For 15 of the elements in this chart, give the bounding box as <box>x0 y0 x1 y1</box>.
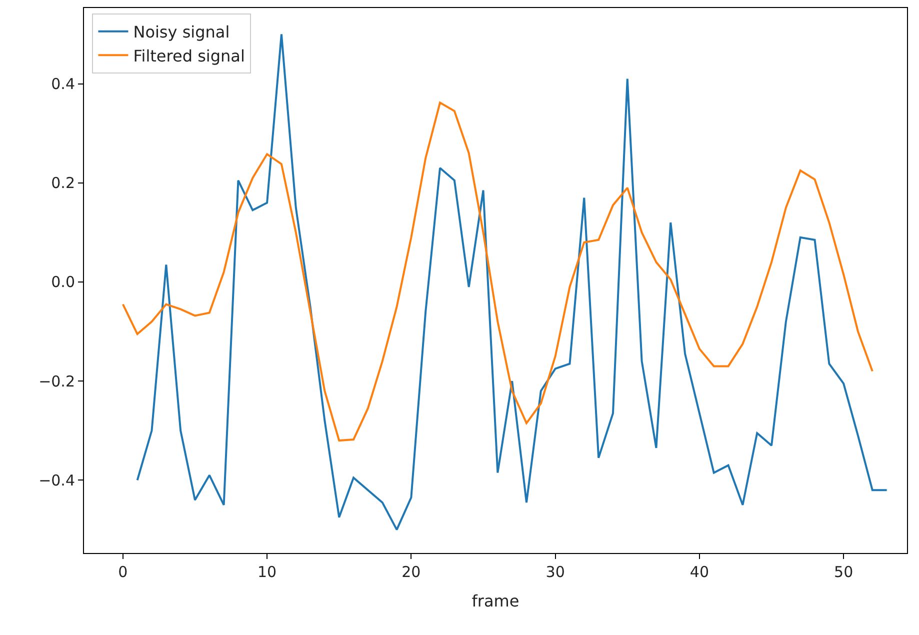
y-tick-label: 0.4 <box>51 75 75 94</box>
x-tick-label: 20 <box>402 563 421 581</box>
x-tick-label: 10 <box>258 563 277 581</box>
x-axis-title: frame <box>472 592 520 611</box>
y-tick-label: −0.2 <box>38 372 75 390</box>
x-tick-label: 40 <box>690 563 709 581</box>
legend-label: Filtered signal <box>133 46 245 66</box>
y-tick-label: −0.4 <box>38 471 75 490</box>
y-tick-label: 0.2 <box>51 174 75 192</box>
x-tick-label: 0 <box>118 563 128 581</box>
y-tick-label: 0.0 <box>51 273 75 292</box>
x-tick-label: 50 <box>834 563 854 581</box>
legend-label: Noisy signal <box>133 22 230 42</box>
line-series <box>122 102 874 442</box>
x-tick-label: 30 <box>546 563 565 581</box>
